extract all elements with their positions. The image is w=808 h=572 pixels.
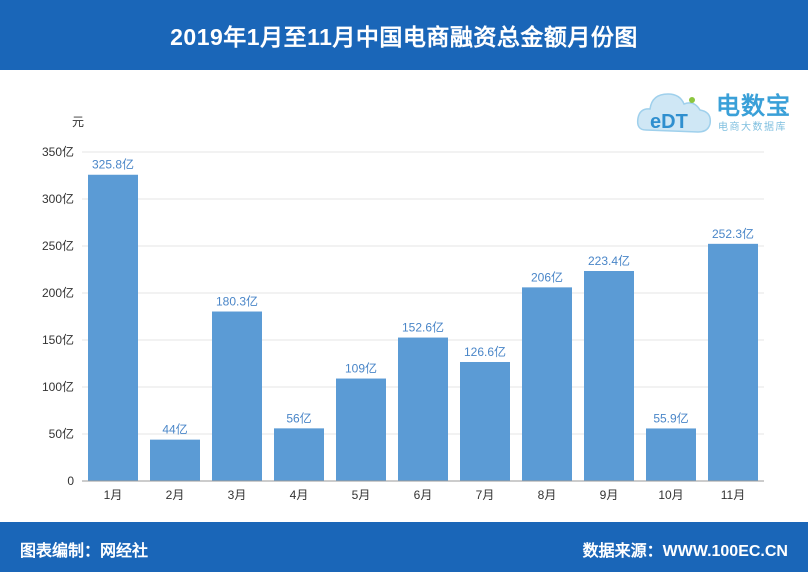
data-labels: 325.8亿 44亿 180.3亿 56亿 109亿 152.6亿 126.6亿 206亿 22… (92, 157, 754, 437)
cloud-logo-icon: eDT (636, 93, 712, 133)
x-tick-label: 6月 (414, 488, 433, 502)
logo-mark-text: eDT (650, 111, 688, 133)
y-tick-label: 200亿 (42, 285, 74, 300)
y-tick-label: 250亿 (42, 238, 74, 253)
bar (336, 378, 386, 481)
bar (708, 243, 758, 481)
x-tick-label: 7月 (476, 488, 495, 502)
x-tick-label: 4月 (290, 488, 309, 502)
x-tick-label: 9月 (600, 488, 619, 502)
chart-footer: 图表编制：网经社 数据来源：WWW.100EC.CN (0, 522, 808, 572)
data-label: 252.3亿 (712, 226, 754, 241)
bar (522, 287, 572, 481)
x-tick-label: 11月 (721, 488, 745, 502)
bar (212, 311, 262, 481)
y-tick-label: 0 (67, 474, 74, 488)
footer-source: 数据来源：WWW.100EC.CN (582, 543, 788, 560)
bar (584, 271, 634, 481)
x-tick-label: 8月 (538, 488, 557, 502)
data-label: 223.4亿 (588, 253, 630, 268)
data-label: 109亿 (345, 361, 377, 376)
data-label: 55.9亿 (653, 410, 688, 425)
x-tick-label: 10月 (658, 488, 683, 502)
y-tick-label: 350亿 (42, 144, 74, 159)
y-axis-unit-label: 元 (72, 115, 84, 129)
data-label: 56亿 (286, 410, 311, 425)
chart-title: 2019年1月至11月中国电商融资总金额月份图 (170, 24, 638, 50)
bar (398, 337, 448, 481)
bar (646, 428, 696, 481)
x-axis-ticks: 1月 2月 3月 4月 5月 6月 7月 8月 9月 10月 11月 (104, 488, 746, 502)
logo-sub-text: 电商大数据库 (718, 122, 787, 133)
x-tick-label: 5月 (352, 488, 371, 502)
chart-header: 2019年1月至11月中国电商融资总金额月份图 (0, 0, 808, 70)
y-tick-label: 300亿 (42, 191, 74, 206)
data-label: 152.6亿 (402, 320, 444, 335)
y-tick-label: 50亿 (49, 426, 74, 441)
bar (460, 361, 510, 481)
y-tick-label: 150亿 (42, 332, 74, 347)
data-label: 206亿 (531, 269, 563, 284)
data-label: 126.6亿 (464, 344, 506, 359)
bar (150, 439, 200, 481)
y-tick-label: 100亿 (42, 379, 74, 394)
bar (274, 428, 324, 481)
footer-author: 图表编制：网经社 (20, 543, 149, 560)
x-tick-label: 3月 (228, 488, 247, 502)
bars (88, 174, 758, 482)
x-tick-label: 2月 (166, 488, 185, 502)
bar (88, 174, 138, 482)
x-tick-label: 1月 (104, 488, 123, 502)
bar-chart: 元 0 50亿 100亿 150亿 200亿 250亿 300亿 350亿 325.8亿 44亿… (42, 115, 764, 502)
logo-brand-text: 电数宝 (716, 93, 791, 120)
y-axis-ticks: 0 50亿 100亿 150亿 200亿 250亿 300亿 350亿 (42, 144, 74, 488)
data-label: 44亿 (162, 422, 187, 437)
data-label: 180.3亿 (216, 294, 258, 309)
edt-logo: eDT 电数宝 电商大数据库 (636, 80, 806, 140)
data-label: 325.8亿 (92, 157, 134, 172)
